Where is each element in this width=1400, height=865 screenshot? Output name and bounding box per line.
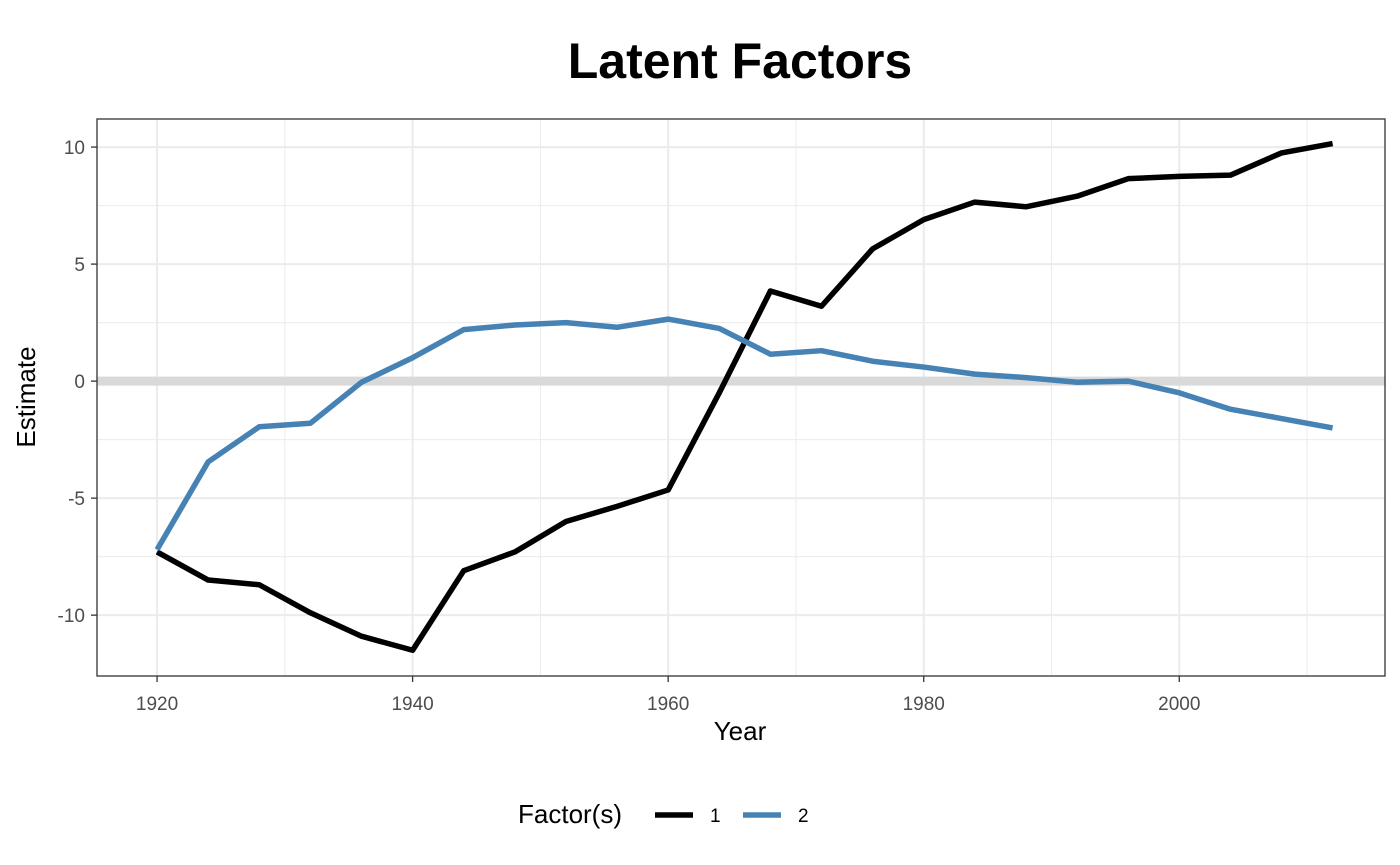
y-axis: -10 -5 0 5 10	[58, 138, 97, 627]
panel-frame	[96, 118, 1386, 677]
y-tick-label: -5	[68, 489, 85, 510]
x-tick-label: 1960	[647, 694, 689, 715]
major-gridlines	[97, 119, 1385, 676]
x-axis-title: Year	[714, 716, 767, 746]
legend-title: Factor(s)	[518, 799, 622, 829]
minor-gridlines	[97, 119, 1385, 676]
y-tick-label: 5	[74, 255, 85, 276]
plot-area	[97, 119, 1385, 676]
panel-border	[96, 118, 1386, 677]
x-tick-label: 2000	[1158, 694, 1200, 715]
x-tick-label: 1980	[903, 694, 945, 715]
legend-label-2: 2	[798, 806, 809, 827]
legend-label-1: 1	[710, 806, 721, 827]
x-tick-label: 1920	[136, 694, 178, 715]
legend: Factor(s) 1 2	[518, 799, 809, 829]
x-axis: 1920 1940 1960 1980 2000	[136, 676, 1200, 715]
y-tick-label: -10	[58, 606, 85, 627]
chart-title: Latent Factors	[568, 33, 913, 89]
y-axis-title: Estimate	[11, 346, 41, 447]
y-tick-label: 10	[64, 138, 85, 159]
x-tick-label: 1940	[391, 694, 433, 715]
y-tick-label: 0	[74, 372, 85, 393]
series-line-2	[154, 316, 1334, 552]
series-lines	[154, 140, 1334, 654]
plot-background	[97, 119, 1385, 676]
